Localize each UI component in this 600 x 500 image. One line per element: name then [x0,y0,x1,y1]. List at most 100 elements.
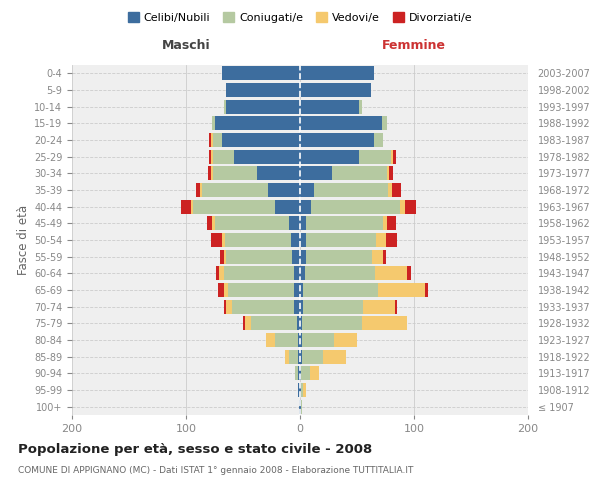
Bar [243,316,245,330]
Legend: Celibi/Nubili, Coniugati/e, Vedovi/e, Divorziati/e: Celibi/Nubili, Coniugati/e, Vedovi/e, Di… [124,8,476,28]
Bar [211,233,223,247]
Bar [275,333,298,347]
Bar [300,250,306,264]
Bar [257,166,300,180]
Bar [394,150,396,164]
Bar [301,400,302,414]
Bar [389,166,394,180]
Bar [226,83,300,97]
Text: Maschi: Maschi [161,38,211,52]
Bar [214,150,234,164]
Bar [425,283,428,297]
Bar [196,183,200,197]
Bar [200,183,202,197]
Bar [300,183,314,197]
Bar [383,250,386,264]
Bar [234,150,300,164]
Bar [215,116,300,130]
Bar [323,350,346,364]
Bar [285,350,289,364]
Bar [300,316,302,330]
Bar [226,250,292,264]
Bar [300,116,382,130]
Bar [400,200,405,214]
Bar [300,300,304,314]
Bar [225,233,291,247]
Bar [224,266,295,280]
Bar [300,100,359,114]
Y-axis label: Fasce di età: Fasce di età [17,205,30,275]
Bar [298,383,300,397]
Bar [289,216,300,230]
Bar [181,200,191,214]
Bar [300,216,306,230]
Bar [298,333,300,347]
Bar [386,166,389,180]
Bar [268,183,300,197]
Bar [375,266,407,280]
Bar [386,216,396,230]
Bar [388,183,392,197]
Bar [191,200,193,214]
Bar [218,283,224,297]
Bar [228,283,295,297]
Bar [300,150,359,164]
Bar [212,116,215,130]
Bar [300,266,305,280]
Bar [392,183,401,197]
Bar [291,233,300,247]
Bar [300,83,371,97]
Bar [211,150,214,164]
Bar [295,300,300,314]
Bar [299,400,300,414]
Bar [211,166,214,180]
Bar [304,283,377,297]
Bar [295,283,300,297]
Bar [386,233,397,247]
Bar [224,250,226,264]
Bar [300,333,302,347]
Bar [377,283,425,297]
Text: Popolazione per età, sesso e stato civile - 2008: Popolazione per età, sesso e stato civil… [18,442,372,456]
Bar [300,283,304,297]
Bar [332,166,386,180]
Bar [395,300,397,314]
Bar [372,250,383,264]
Bar [223,66,300,80]
Bar [245,316,251,330]
Bar [209,150,211,164]
Bar [359,100,362,114]
Bar [295,366,298,380]
Bar [224,100,226,114]
Bar [314,183,388,197]
Bar [193,200,275,214]
Bar [214,133,223,147]
Bar [334,333,357,347]
Bar [383,216,386,230]
Bar [300,200,311,214]
Text: Femmine: Femmine [382,38,446,52]
Bar [232,300,295,314]
Bar [301,383,304,397]
Bar [302,333,334,347]
Bar [206,216,212,230]
Bar [311,200,400,214]
Bar [214,166,257,180]
Bar [302,350,323,364]
Bar [289,350,298,364]
Bar [407,266,410,280]
Bar [219,266,224,280]
Bar [310,366,319,380]
Bar [305,266,375,280]
Bar [226,300,232,314]
Bar [202,183,268,197]
Text: COMUNE DI APPIGNANO (MC) - Dati ISTAT 1° gennaio 2008 - Elaborazione TUTTITALIA.: COMUNE DI APPIGNANO (MC) - Dati ISTAT 1°… [18,466,413,475]
Bar [405,200,416,214]
Bar [306,233,376,247]
Bar [304,300,363,314]
Bar [304,383,306,397]
Bar [306,216,383,230]
Bar [275,200,300,214]
Bar [300,133,374,147]
Bar [300,366,301,380]
